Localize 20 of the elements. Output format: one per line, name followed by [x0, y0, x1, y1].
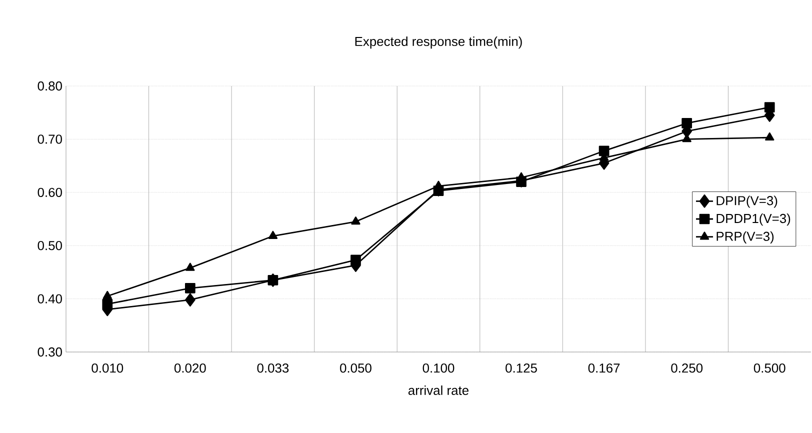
y-tick-label: 0.30 [38, 347, 62, 357]
y-tick-label: 0.70 [38, 134, 62, 144]
y-tick-label: 0.50 [38, 241, 62, 250]
x-axis-title: arrival rate [408, 385, 468, 395]
x-tick-label: 0.020 [174, 363, 206, 373]
x-tick-label: 0.250 [671, 363, 703, 373]
y-tick-label: 0.40 [38, 294, 62, 304]
legend-label: DPDP1(V=3) [716, 214, 790, 226]
legend-label: PRP(V=3) [716, 231, 774, 244]
x-tick-label: 0.010 [92, 363, 124, 373]
y-tick-label: 0.80 [38, 81, 62, 91]
x-tick-label: 0.500 [754, 363, 786, 373]
y-tick-label: 0.60 [38, 188, 62, 197]
x-tick-label: 0.167 [588, 363, 620, 373]
legend-label: DPIP(V=3) [716, 196, 778, 208]
x-tick-label: 0.050 [340, 363, 372, 373]
x-tick-label: 0.100 [422, 363, 454, 373]
x-tick-label: 0.125 [506, 363, 537, 373]
chart-title: Expected response time(min) [355, 36, 522, 49]
x-tick-label: 0.033 [257, 363, 289, 373]
